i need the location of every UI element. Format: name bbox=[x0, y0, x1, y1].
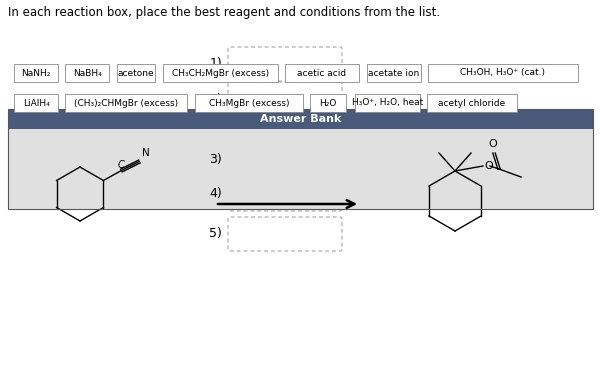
FancyBboxPatch shape bbox=[228, 142, 342, 176]
Bar bbox=[428, 64, 578, 82]
Text: 5): 5) bbox=[209, 227, 222, 241]
Text: 3): 3) bbox=[209, 152, 222, 166]
Bar bbox=[8, 109, 593, 129]
Text: 2): 2) bbox=[209, 92, 222, 105]
Bar bbox=[65, 94, 187, 112]
Bar bbox=[427, 94, 517, 112]
Bar bbox=[195, 94, 303, 112]
Text: H₂O: H₂O bbox=[319, 99, 337, 108]
Text: acetone: acetone bbox=[118, 69, 154, 77]
Text: LiAlH₄: LiAlH₄ bbox=[23, 99, 49, 108]
Bar bbox=[14, 94, 58, 112]
Text: acetic acid: acetic acid bbox=[297, 69, 347, 77]
Bar bbox=[117, 64, 155, 82]
Bar bbox=[8, 129, 593, 209]
Text: 4): 4) bbox=[209, 188, 222, 200]
Text: O: O bbox=[484, 161, 493, 171]
Text: 1): 1) bbox=[209, 58, 222, 70]
FancyBboxPatch shape bbox=[228, 217, 342, 251]
Bar bbox=[367, 64, 421, 82]
Bar bbox=[285, 64, 359, 82]
FancyBboxPatch shape bbox=[228, 47, 342, 81]
Bar bbox=[355, 94, 420, 112]
Text: acetyl chloride: acetyl chloride bbox=[438, 99, 505, 108]
Text: CH₃OH, H₃O⁺ (cat.): CH₃OH, H₃O⁺ (cat.) bbox=[460, 69, 546, 77]
Text: acetate ion: acetate ion bbox=[368, 69, 419, 77]
Text: CH₃MgBr (excess): CH₃MgBr (excess) bbox=[209, 99, 289, 108]
Text: NaNH₂: NaNH₂ bbox=[21, 69, 50, 77]
FancyBboxPatch shape bbox=[228, 177, 342, 211]
Text: C: C bbox=[118, 160, 125, 169]
Text: In each reaction box, place the best reagent and conditions from the list.: In each reaction box, place the best rea… bbox=[8, 6, 440, 19]
Text: H₃O⁺, H₂O, heat: H₃O⁺, H₂O, heat bbox=[352, 99, 423, 108]
Text: N: N bbox=[142, 149, 150, 158]
Text: (CH₃)₂CHMgBr (excess): (CH₃)₂CHMgBr (excess) bbox=[74, 99, 178, 108]
Text: NaBH₄: NaBH₄ bbox=[73, 69, 102, 77]
Bar bbox=[163, 64, 278, 82]
Text: CH₃CH₂MgBr (excess): CH₃CH₂MgBr (excess) bbox=[172, 69, 269, 77]
FancyBboxPatch shape bbox=[228, 82, 342, 116]
Bar bbox=[8, 109, 593, 209]
Bar bbox=[65, 64, 109, 82]
Text: O: O bbox=[489, 139, 498, 149]
Bar bbox=[14, 64, 58, 82]
Text: Answer Bank: Answer Bank bbox=[260, 114, 341, 124]
Bar bbox=[310, 94, 346, 112]
